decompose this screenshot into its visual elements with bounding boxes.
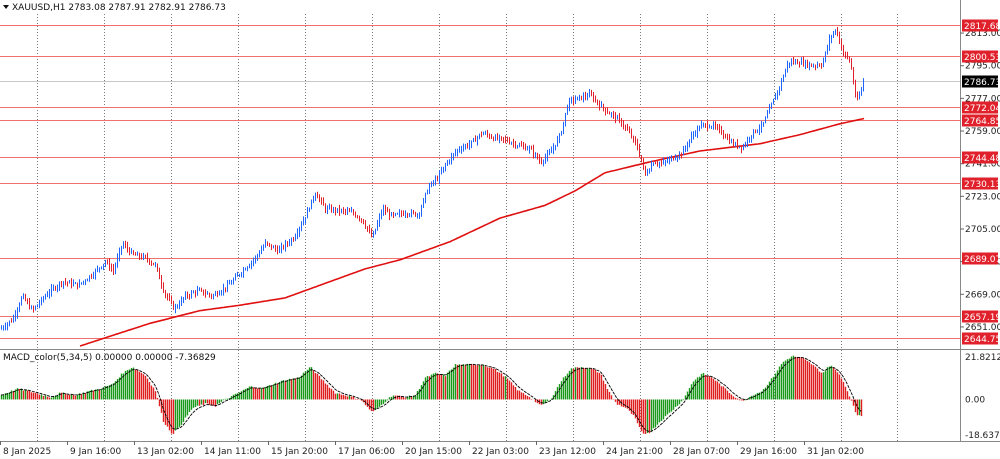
time-tick-label: 9 Jan 16:00 bbox=[70, 447, 122, 457]
price-tick-label: 2795.00 bbox=[965, 62, 1000, 72]
price-tick-label: 2705.00 bbox=[965, 225, 1000, 235]
level-badge bbox=[962, 332, 998, 345]
level-badges: 2817.68 2800.53 2772.04 2764.85 2744.48 2730.… bbox=[962, 19, 1000, 345]
current-price-badge bbox=[962, 75, 998, 88]
level-badge-label: 2730.13 bbox=[964, 180, 1000, 190]
time-tick-label: 17 Jan 06:00 bbox=[338, 447, 395, 457]
macd-tick-label: 0.00 bbox=[965, 395, 985, 405]
time-tick-label: 14 Jan 11:00 bbox=[204, 447, 261, 457]
level-badge-label: 2772.04 bbox=[964, 104, 1000, 114]
collapse-triangle-icon[interactable] bbox=[3, 5, 9, 9]
symbol-header[interactable]: XAUUSD,H1 2783.08 2787.91 2782.91 2786.7… bbox=[3, 3, 226, 13]
grid bbox=[37, 14, 898, 441]
price-tick-label: 2669.00 bbox=[965, 290, 1000, 300]
level-badge bbox=[962, 310, 998, 323]
level-badge-label: 2657.19 bbox=[964, 313, 1000, 323]
level-badge-label: 2817.68 bbox=[964, 22, 1000, 32]
symbol-info: XAUUSD,H1 2783.08 2787.91 2782.91 2786.7… bbox=[12, 3, 226, 13]
time-tick-label: 23 Jan 12:00 bbox=[539, 447, 596, 457]
level-badge bbox=[962, 101, 998, 114]
signal-polyline bbox=[0, 356, 862, 432]
moving-average-line bbox=[79, 117, 865, 347]
time-tick-label: 8 Jan 2025 bbox=[3, 447, 51, 457]
time-tick-label: 15 Jan 20:00 bbox=[271, 447, 328, 457]
time-tick-label: 20 Jan 15:00 bbox=[405, 447, 462, 457]
price-tick-label: 2723.00 bbox=[965, 192, 1000, 202]
price-tick-label: 2741.00 bbox=[965, 160, 1000, 170]
level-badge bbox=[962, 114, 998, 127]
price-tick-label: 2651.00 bbox=[965, 323, 1000, 333]
current-price-label: 2786.73 bbox=[964, 78, 1000, 88]
price-tick-label: 2759.00 bbox=[965, 127, 1000, 137]
level-badge-label: 2764.85 bbox=[964, 117, 1000, 127]
level-badge bbox=[962, 19, 998, 32]
time-tick-label: 28 Jan 07:00 bbox=[673, 447, 730, 457]
time-tick-label: 22 Jan 03:00 bbox=[472, 447, 529, 457]
time-tick-label: 24 Jan 21:00 bbox=[606, 447, 663, 457]
time-tick-label: 31 Jan 02:00 bbox=[807, 447, 864, 457]
price-tick-label: 2777.00 bbox=[965, 94, 1000, 104]
macd-indicator-info: MACD_color(5,34,5) 0.00000 0.00000 -7.36… bbox=[3, 353, 216, 363]
time-tick-label: 29 Jan 16:00 bbox=[740, 447, 797, 457]
level-badge bbox=[962, 50, 998, 63]
time-tick-label: 13 Jan 02:00 bbox=[137, 447, 194, 457]
level-badge-label: 2644.75 bbox=[964, 335, 1000, 345]
level-badge bbox=[962, 177, 998, 190]
macd-histogram bbox=[0, 355, 863, 434]
macd-tick-label: 21.82123 bbox=[965, 353, 1000, 363]
candles[interactable] bbox=[1, 26, 864, 331]
ma-polyline bbox=[79, 117, 865, 347]
macd-signal-line bbox=[0, 356, 862, 432]
time-axis[interactable]: 8 Jan 2025 9 Jan 16:00 13 Jan 02:00 14 Jan … bbox=[0, 441, 865, 457]
level-badge bbox=[962, 252, 998, 265]
level-badge-label: 2800.53 bbox=[964, 53, 1000, 63]
level-badge-label: 2689.07 bbox=[964, 255, 1000, 265]
level-badge bbox=[962, 151, 998, 164]
price-tick-label: 2813.00 bbox=[965, 29, 1000, 39]
level-badge-label: 2744.48 bbox=[964, 154, 1000, 164]
horizontal-levels[interactable] bbox=[0, 25, 960, 339]
